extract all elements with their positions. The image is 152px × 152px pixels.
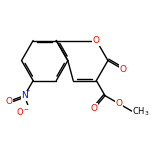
Text: N: N — [21, 91, 28, 100]
Text: O: O — [119, 65, 126, 74]
Text: CH$_3$: CH$_3$ — [133, 105, 150, 118]
Text: O: O — [116, 99, 123, 109]
Text: O: O — [5, 97, 12, 106]
Text: O$^-$: O$^-$ — [16, 106, 30, 117]
Text: O: O — [93, 36, 100, 45]
Text: O: O — [91, 104, 98, 113]
Text: $^+$: $^+$ — [26, 90, 32, 95]
